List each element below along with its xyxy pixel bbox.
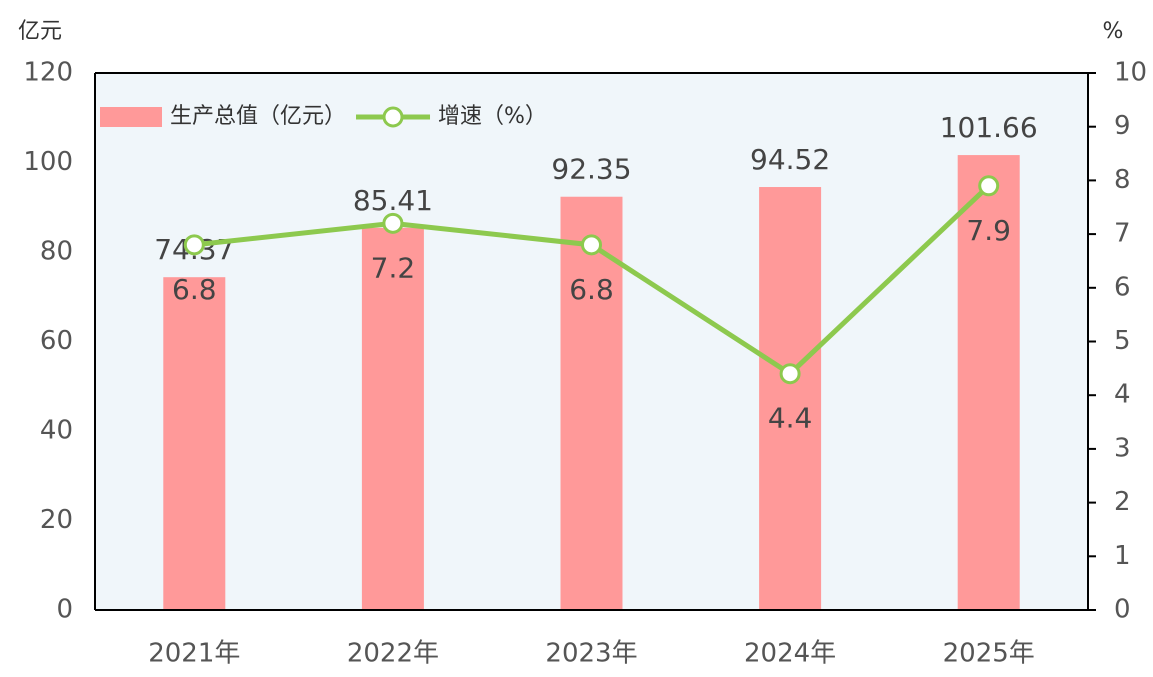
bar-value-label: 92.35: [551, 153, 631, 186]
y-tick-label: 0: [56, 595, 73, 625]
y-tick-label: 60: [40, 326, 73, 356]
x-tick-label: 2024年: [744, 639, 836, 669]
line-value-label: 7.2: [371, 251, 416, 284]
bar: [560, 196, 623, 610]
line-marker: [382, 212, 404, 234]
bar: [361, 227, 424, 610]
line-value-label: 4.4: [768, 402, 813, 435]
y2-tick-label: 8: [1114, 165, 1131, 195]
x-tick-label: 2021年: [148, 639, 240, 669]
y2-tick-label: 9: [1114, 111, 1131, 141]
bar-value-label: 94.52: [750, 143, 830, 176]
y2-axis-title: %: [1103, 19, 1124, 44]
bar-value-label: 101.66: [940, 111, 1038, 144]
y-tick-label: 120: [23, 58, 73, 88]
x-tick-label: 2023年: [545, 639, 637, 669]
bar: [759, 187, 822, 610]
legend-swatch: [100, 107, 162, 127]
bar: [957, 155, 1020, 610]
line-value-label: 7.9: [966, 214, 1011, 247]
y-tick-label: 80: [40, 237, 73, 267]
y2-tick-label: 1: [1114, 541, 1131, 571]
bar: [163, 277, 226, 610]
y-tick-label: 40: [40, 416, 73, 446]
y2-tick-label: 6: [1114, 272, 1131, 302]
line-marker: [581, 234, 602, 256]
legend-label: 增速（%）: [438, 104, 547, 129]
y2-tick-label: 4: [1114, 380, 1131, 410]
y2-tick-label: 10: [1114, 58, 1147, 88]
line-marker: [183, 234, 205, 256]
line-marker: [779, 363, 801, 385]
x-tick-label: 2025年: [943, 639, 1035, 669]
y-tick-label: 20: [40, 505, 73, 535]
legend-marker: [382, 106, 404, 128]
x-tick-label: 2022年: [347, 639, 439, 669]
y2-tick-label: 5: [1114, 326, 1131, 356]
line-value-label: 6.8: [569, 273, 614, 306]
bar-value-label: 85.41: [353, 184, 433, 217]
line-marker: [978, 175, 1000, 197]
y2-tick-label: 7: [1114, 219, 1131, 249]
y2-tick-label: 3: [1114, 433, 1131, 463]
y2-tick-label: 2: [1114, 487, 1131, 517]
line-value-label: 6.8: [172, 273, 217, 306]
y-tick-label: 100: [23, 147, 73, 177]
y-axis-title: 亿元: [18, 19, 62, 44]
legend-label: 生产总值（亿元）: [170, 104, 346, 129]
y2-tick-label: 0: [1114, 595, 1131, 625]
